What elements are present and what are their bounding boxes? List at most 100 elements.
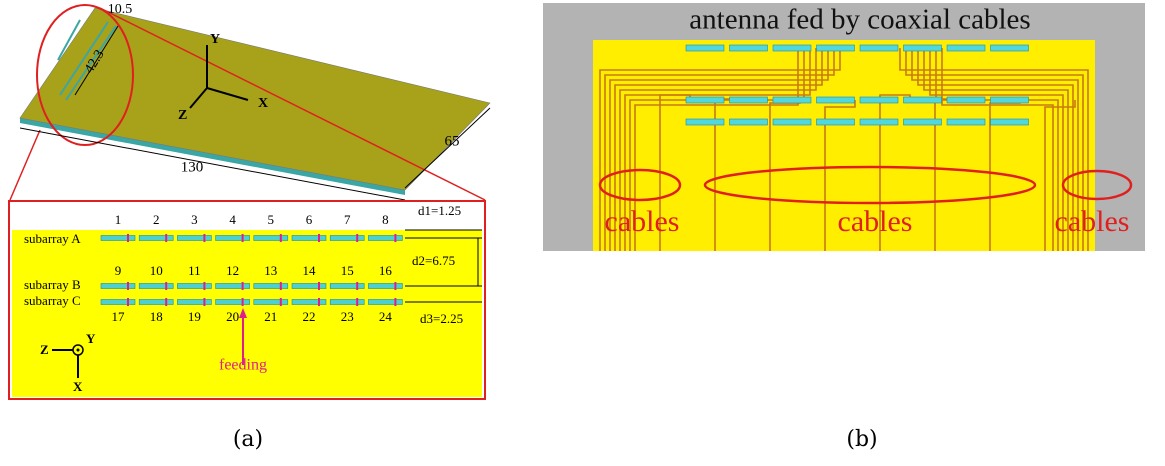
board-3d: 10.5 42.3 130 65 Y X Z xyxy=(10,2,490,200)
dipole xyxy=(216,284,250,289)
dipole xyxy=(991,119,1029,125)
dipole xyxy=(947,97,985,103)
element-number: 3 xyxy=(191,212,198,227)
element-number: 8 xyxy=(382,212,389,227)
element-number: 11 xyxy=(188,263,201,278)
feeding-label: feeding xyxy=(219,357,267,374)
dipole xyxy=(817,119,855,125)
dipole xyxy=(139,236,173,241)
element-number: 9 xyxy=(115,263,122,278)
dim-label: 10.5 xyxy=(108,2,133,17)
dipole xyxy=(177,284,211,289)
dipole xyxy=(101,284,135,289)
axis-out-dot xyxy=(77,349,80,352)
element-number: 4 xyxy=(229,212,236,227)
element-number: 21 xyxy=(264,309,277,324)
axis-label: Z xyxy=(178,108,187,123)
dipole xyxy=(947,119,985,125)
axis-label: Z xyxy=(40,342,49,357)
element-number: 6 xyxy=(306,212,313,227)
dipole xyxy=(101,300,135,305)
element-number: 17 xyxy=(112,309,126,324)
dipole xyxy=(216,236,250,241)
element-number: 19 xyxy=(188,309,201,324)
element-number: 23 xyxy=(341,309,354,324)
axis-label: Y xyxy=(86,331,96,346)
dipole xyxy=(330,300,364,305)
dipole xyxy=(686,45,724,51)
photo-b: antenna fed by coaxial cables cables cab… xyxy=(543,3,1145,251)
dipole xyxy=(330,236,364,241)
subarray-label: subarray B xyxy=(24,277,81,292)
zoom-line xyxy=(10,130,40,200)
dipole xyxy=(730,97,768,103)
element-number: 20 xyxy=(226,309,239,324)
dipole xyxy=(368,236,402,241)
dipole xyxy=(139,284,173,289)
dipole xyxy=(216,300,250,305)
dipole xyxy=(730,45,768,51)
axis-label: Y xyxy=(210,32,220,47)
spacing-label: d2=6.75 xyxy=(412,253,455,268)
dipole xyxy=(773,119,811,125)
dipole xyxy=(773,97,811,103)
dipole xyxy=(686,119,724,125)
cable-label: cables xyxy=(838,205,913,238)
element-number: 18 xyxy=(150,309,163,324)
dipole xyxy=(817,45,855,51)
dim-label: 65 xyxy=(445,133,460,149)
element-number: 16 xyxy=(379,263,393,278)
dipole xyxy=(947,45,985,51)
dipole xyxy=(177,300,211,305)
dipole xyxy=(292,236,326,241)
panel-title: antenna fed by coaxial cables xyxy=(689,4,1030,36)
dipole xyxy=(139,300,173,305)
figure: 10.5 42.3 130 65 Y X Z subarray A1234567… xyxy=(0,0,1165,466)
element-number: 13 xyxy=(264,263,277,278)
element-number: 5 xyxy=(268,212,275,227)
dipole xyxy=(254,236,288,241)
dipole xyxy=(686,97,724,103)
axis-label: X xyxy=(73,379,83,394)
dipole xyxy=(860,45,898,51)
element-number: 2 xyxy=(153,212,160,227)
dipole xyxy=(773,45,811,51)
dipole xyxy=(860,97,898,103)
element-number: 1 xyxy=(115,212,122,227)
dipole xyxy=(730,119,768,125)
dipole xyxy=(330,284,364,289)
dipole xyxy=(101,236,135,241)
dipole xyxy=(904,119,942,125)
cable-label: cables xyxy=(605,205,680,238)
element-number: 12 xyxy=(226,263,239,278)
spacing-label: d1=1.25 xyxy=(418,203,461,218)
dipole xyxy=(368,284,402,289)
inset: subarray A12345678subarray B910111213141… xyxy=(9,201,485,399)
dipole xyxy=(368,300,402,305)
cable-label: cables xyxy=(1055,205,1130,238)
element-number: 10 xyxy=(150,263,163,278)
dipole xyxy=(177,236,211,241)
element-number: 22 xyxy=(303,309,316,324)
spacing-label: d3=2.25 xyxy=(420,311,463,326)
dipole xyxy=(817,97,855,103)
dipole xyxy=(904,45,942,51)
subarray-label: subarray C xyxy=(24,293,81,308)
axis-label: X xyxy=(258,96,268,111)
dipole xyxy=(991,97,1029,103)
element-number: 14 xyxy=(303,263,317,278)
element-number: 24 xyxy=(379,309,393,324)
dipole xyxy=(860,119,898,125)
dipole xyxy=(254,284,288,289)
caption: (a) xyxy=(233,427,263,452)
dipole xyxy=(292,284,326,289)
element-number: 7 xyxy=(344,212,351,227)
dipole xyxy=(904,97,942,103)
dipole xyxy=(254,300,288,305)
dim-label: 130 xyxy=(181,159,204,175)
caption: (b) xyxy=(846,427,877,452)
element-number: 15 xyxy=(341,263,354,278)
dipole xyxy=(292,300,326,305)
subarray-label: subarray A xyxy=(24,231,81,246)
dipole xyxy=(991,45,1029,51)
